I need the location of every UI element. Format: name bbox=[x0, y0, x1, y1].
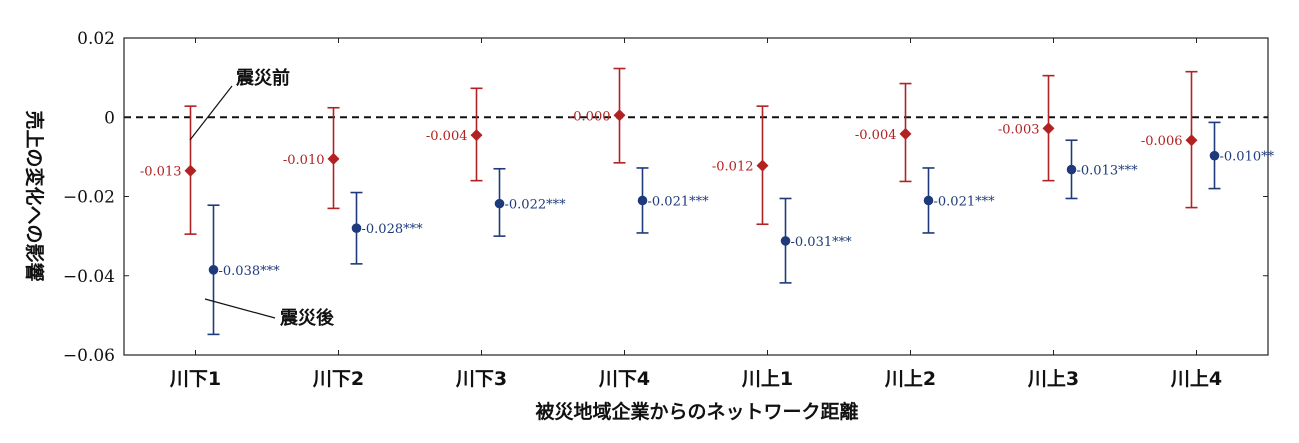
y-tick-label: 0 bbox=[104, 108, 115, 128]
x-tick-label: 川上1 bbox=[741, 368, 793, 390]
y-tick-label: −0.06 bbox=[63, 346, 115, 366]
data-label-before: -0.004 bbox=[855, 128, 897, 143]
data-point-before bbox=[613, 109, 626, 122]
data-point-before bbox=[1185, 134, 1198, 147]
x-tick-label: 川上4 bbox=[1170, 368, 1222, 390]
data-label-before: -0.003 bbox=[998, 122, 1040, 137]
data-label-after: -0.028*** bbox=[362, 222, 424, 237]
data-label-before: -0.013 bbox=[140, 165, 182, 180]
y-axis-title: 売上の変化への影響 bbox=[23, 110, 46, 281]
data-point-after bbox=[1066, 164, 1077, 175]
data-label-after: -0.013*** bbox=[1077, 164, 1139, 179]
y-tick-label: 0.02 bbox=[77, 29, 115, 49]
labels-layer: -0.013 -0.010 -0.004 -0.000 -0.012 -0.004 -0.0… bbox=[140, 109, 1275, 279]
data-point-after bbox=[494, 198, 505, 209]
data-point-after bbox=[208, 265, 219, 275]
data-label-after: -0.022*** bbox=[505, 198, 567, 213]
data-point-before bbox=[470, 129, 483, 142]
data-label-after: -0.021*** bbox=[648, 194, 710, 209]
axes: 0.02 0 −0.02 −0.04 −0.06 川下1 川下2 川下3 川下4 川上1 川上2 川上… bbox=[63, 29, 1269, 390]
y-tick-label: −0.02 bbox=[63, 188, 115, 208]
data-point-after bbox=[637, 195, 648, 206]
data-point-after bbox=[923, 195, 934, 206]
x-tick-label: 川下4 bbox=[598, 368, 650, 390]
data-label-after: -0.031*** bbox=[791, 235, 853, 250]
data-point-before bbox=[327, 152, 340, 165]
data-label-before: -0.000 bbox=[569, 109, 611, 124]
x-tick-label: 川上3 bbox=[1027, 368, 1079, 390]
x-axis-title: 被災地域企業からのネットワーク距離 bbox=[535, 400, 858, 423]
annotation-before: 震災前 bbox=[189, 67, 290, 141]
data-label-after: -0.021*** bbox=[934, 194, 996, 209]
x-tick-label: 川下3 bbox=[455, 368, 507, 390]
annotation-after: 震災後 bbox=[204, 298, 335, 329]
data-point-before bbox=[1042, 122, 1055, 135]
data-point-before bbox=[184, 164, 197, 177]
data-label-before: -0.010 bbox=[283, 153, 325, 168]
x-tick-label: 川下2 bbox=[312, 368, 364, 390]
data-label-before: -0.006 bbox=[1141, 134, 1183, 149]
data-point-after bbox=[780, 236, 791, 246]
annotation-after-label: 震災後 bbox=[280, 307, 335, 329]
data-point-before bbox=[899, 127, 912, 140]
data-label-before: -0.004 bbox=[426, 129, 468, 144]
series-layer bbox=[184, 67, 1221, 336]
data-label-after: -0.010** bbox=[1220, 150, 1275, 165]
x-tick-label: 川上2 bbox=[884, 368, 936, 390]
data-point-after bbox=[1209, 150, 1220, 161]
y-tick-label: −0.04 bbox=[63, 267, 115, 287]
x-tick-label: 川下1 bbox=[169, 368, 221, 390]
data-point-before bbox=[756, 159, 769, 172]
data-label-before: -0.012 bbox=[712, 160, 754, 175]
data-point-after bbox=[351, 223, 362, 233]
data-label-after: -0.038*** bbox=[219, 264, 281, 279]
annotation-before-label: 震災前 bbox=[236, 67, 290, 89]
